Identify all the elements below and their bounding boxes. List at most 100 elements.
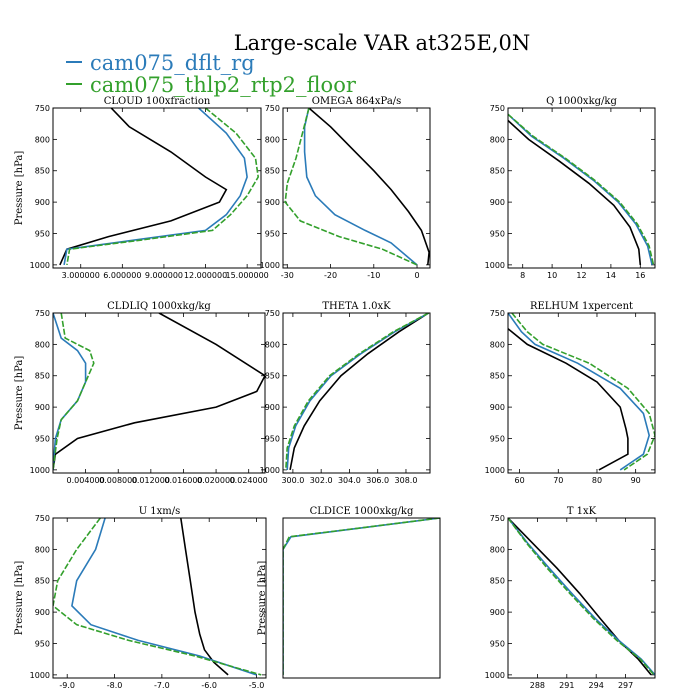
x-tick-label: 304.0 <box>338 476 361 485</box>
panel-title: CLDICE 1000xkg/kg <box>310 506 414 517</box>
y-tick-label: 1000 <box>485 261 505 270</box>
panel-frame <box>282 517 441 679</box>
y-tick-label: 850 <box>490 577 505 586</box>
x-tick-label: 0.020000 <box>197 476 235 485</box>
legend-label-0: cam075_dflt_rg <box>90 51 255 75</box>
x-tick-label: 6.000000 <box>103 271 141 280</box>
x-tick-label: 0.008000 <box>99 476 137 485</box>
x-tick-label: -20 <box>324 271 337 280</box>
x-tick-label: 60 <box>515 476 525 485</box>
x-tick-label: 297 <box>618 681 633 690</box>
y-tick-label: 950 <box>490 434 505 443</box>
x-tick-label: 0.024000 <box>230 476 268 485</box>
panel-title: Q 1000xkg/kg <box>546 96 617 107</box>
y-tick-label: 950 <box>35 639 50 648</box>
y-tick-label: 800 <box>265 340 280 349</box>
y-tick-label: 750 <box>490 309 505 318</box>
series-line-green <box>508 518 655 676</box>
y-tick-label: 1000 <box>485 671 505 680</box>
panel-8: T 1xK 750 800 850 900 950 1000 288 291 294 297 <box>485 506 656 690</box>
y-tick-label: 1000 <box>30 671 50 680</box>
panel-3: CLDLIQ 1000xkg/kg 750 800 850 900 950 1000 0.00… <box>14 301 268 485</box>
panel-7: CLDICE 1000xkg/kg Pressure [hPa] <box>257 506 441 679</box>
series-line-ref <box>308 108 430 265</box>
legend: cam075_dflt_rg cam075_thlp2_rtp2_floor <box>66 51 357 97</box>
series-line-green <box>285 313 429 470</box>
panel-5: RELHUM 1xpercent 750 800 850 900 950 1000 60 70 8… <box>485 301 656 485</box>
y-tick-label: 800 <box>35 135 50 144</box>
y-tick-label: 750 <box>265 309 280 318</box>
x-tick-label: 8 <box>520 271 525 280</box>
y-tick-label: 850 <box>35 372 50 381</box>
y-tick-label: 750 <box>35 104 50 113</box>
series-line-ref <box>508 328 629 471</box>
x-tick-label: 70 <box>553 476 563 485</box>
y-tick-label: 750 <box>490 104 505 113</box>
panel-frame <box>507 107 656 269</box>
x-tick-label: 12.000000 <box>184 271 227 280</box>
y-tick-label: 850 <box>35 577 50 586</box>
x-tick-label: 14 <box>606 271 616 280</box>
y-tick-label: 850 <box>490 167 505 176</box>
series-line-green <box>283 518 440 675</box>
y-tick-label: 950 <box>490 229 505 238</box>
x-tick-label: -9.0 <box>59 681 75 690</box>
y-tick-label: 800 <box>265 135 280 144</box>
panel-frame <box>52 517 267 679</box>
y-axis-label: Pressure [hPa] <box>257 561 268 636</box>
series-line-ref <box>508 518 652 676</box>
panel-frame <box>52 107 262 269</box>
x-tick-label: 9.000000 <box>145 271 183 280</box>
y-tick-label: 850 <box>265 372 280 381</box>
panel-title: OMEGA 864xPa/s <box>312 96 402 107</box>
y-tick-label: 900 <box>35 198 50 207</box>
y-tick-label: 900 <box>265 403 280 412</box>
x-tick-label: 90 <box>631 476 641 485</box>
y-tick-label: 800 <box>490 135 505 144</box>
y-tick-label: 800 <box>35 545 50 554</box>
series-line-blue <box>53 313 87 470</box>
y-tick-label: 800 <box>490 340 505 349</box>
panel-frame <box>507 312 656 474</box>
panel-title: RELHUM 1xpercent <box>530 301 633 312</box>
y-tick-label: 1000 <box>30 261 50 270</box>
x-tick-label: -6.0 <box>201 681 217 690</box>
panel-frame <box>52 312 266 474</box>
panel-title: U 1xm/s <box>139 506 181 517</box>
x-tick-label: 291 <box>559 681 574 690</box>
panel-0: CLOUD 100xfraction 750 800 850 900 950 1000 3.0… <box>14 96 269 280</box>
figure-title: Large-scale VAR at325E,0N <box>234 31 531 55</box>
series-line-green <box>66 108 260 266</box>
y-tick-label: 950 <box>35 229 50 238</box>
y-tick-label: 900 <box>490 198 505 207</box>
x-tick-label: -5.0 <box>249 681 265 690</box>
series-line-ref <box>59 108 228 266</box>
y-tick-label: 800 <box>35 340 50 349</box>
y-tick-label: 750 <box>35 514 50 523</box>
y-tick-label: 950 <box>265 434 280 443</box>
x-tick-label: 308.0 <box>395 476 418 485</box>
y-tick-label: 750 <box>490 514 505 523</box>
y-axis-label: Pressure [hPa] <box>14 151 25 226</box>
series-line-green <box>53 518 262 676</box>
y-tick-label: 900 <box>35 608 50 617</box>
y-tick-label: 900 <box>35 403 50 412</box>
panel-title: CLOUD 100xfraction <box>104 96 211 107</box>
x-tick-label: 302.0 <box>310 476 333 485</box>
x-tick-label: 0.016000 <box>164 476 202 485</box>
x-tick-label: 10 <box>547 271 557 280</box>
y-tick-label: 850 <box>35 167 50 176</box>
series-line-ref <box>508 119 642 265</box>
panel-6: U 1xm/s 750 800 850 900 950 1000 -9.0 -8.0 -7.0 -6… <box>14 506 267 690</box>
series-line-ref <box>180 518 229 676</box>
x-tick-label: -30 <box>281 271 294 280</box>
panel-frame <box>507 517 656 679</box>
y-axis-label: Pressure [hPa] <box>14 356 25 431</box>
series-line-green <box>284 108 418 266</box>
x-tick-label: 0.004000 <box>67 476 105 485</box>
series-line-blue <box>508 113 653 266</box>
y-tick-label: 1000 <box>260 466 280 475</box>
panel-title: CLDLIQ 1000xkg/kg <box>107 301 211 312</box>
y-tick-label: 900 <box>490 403 505 412</box>
